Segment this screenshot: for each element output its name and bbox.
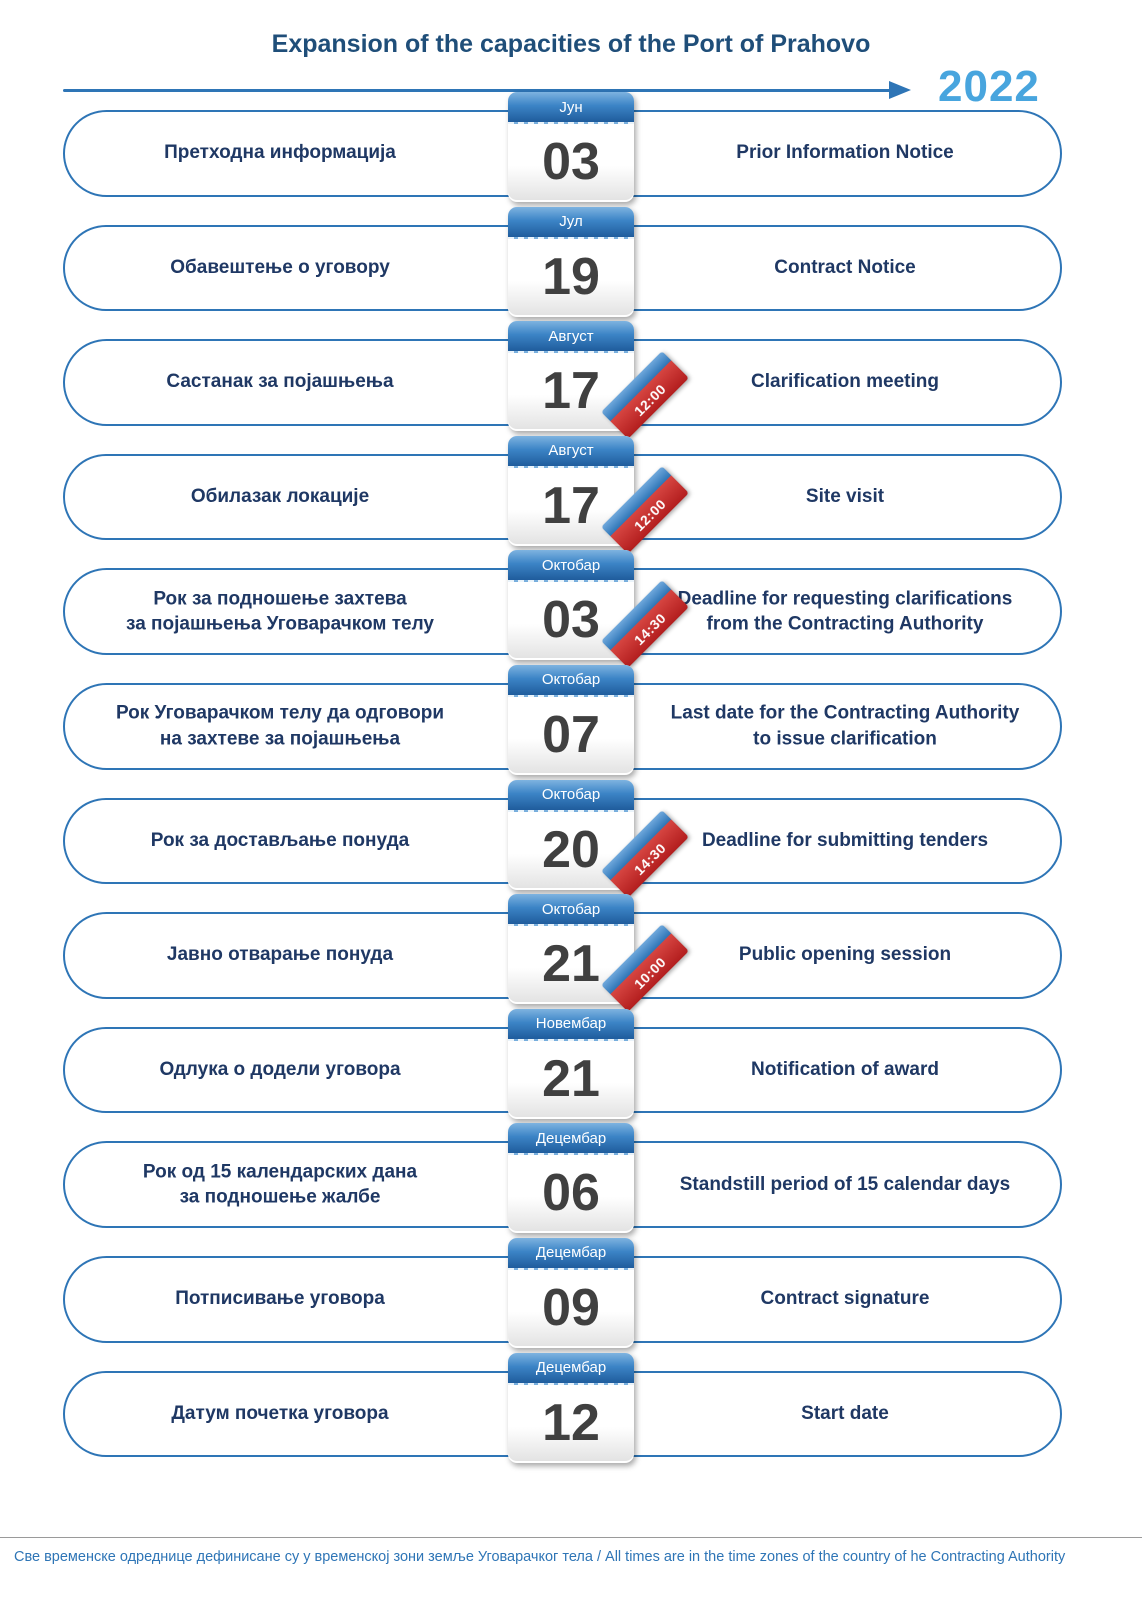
timeline-event-row: Датум почетка уговора Start date Децемба… [0, 1352, 1142, 1472]
calendar-icon: Октобар 07 [508, 664, 634, 775]
timeline-event-row: Јавно отварање понуда Public opening ses… [0, 894, 1142, 1013]
calendar-month-label: Октобар [508, 550, 634, 583]
event-label-english: Last date for the Contracting Authority … [670, 702, 1020, 750]
calendar-month-label: Октобар [508, 894, 634, 927]
calendar-day-number: 06 [508, 1155, 634, 1232]
calendar-day-number: 20 [508, 811, 634, 888]
calendar-month-label: Децембар [508, 1123, 634, 1156]
calendar-icon: Октобар 20 14:30 [508, 779, 689, 898]
calendar-icon: Децембар 09 [508, 1237, 634, 1348]
calendar-icon: Децембар 06 [508, 1123, 634, 1234]
event-label-english: Deadline for requesting clarifications f… [677, 588, 1013, 635]
timeline-event-row: Претходна информација Prior Information … [0, 92, 1142, 211]
calendar-month-label: Децембар [508, 1352, 634, 1385]
event-label-serbian: Рок Уговарачком телу да одговори на захт… [115, 702, 445, 750]
event-label-english: Standstill period of 15 calendar days [679, 1173, 1011, 1195]
event-label-english: Public opening session [738, 944, 952, 966]
calendar-month-label: Новембар [508, 1008, 634, 1041]
calendar-month-label: Октобар [508, 664, 634, 697]
calendar-icon: Јул 19 [508, 206, 634, 317]
calendar-day-number: 19 [508, 238, 634, 315]
event-label-serbian: Обавештење о уговору [170, 257, 390, 279]
event-label-english: Clarification meeting [751, 371, 939, 393]
timeline-event-row: Рок за достављање понуда Deadline for su… [0, 779, 1142, 899]
event-label-english: Start date [801, 1403, 889, 1425]
calendar-icon: Октобар 21 10:00 [508, 894, 689, 1012]
event-label-english: Deadline for submitting tenders [701, 830, 989, 852]
footer-note: Све временске одреднице дефинисане су у … [0, 1537, 1142, 1565]
event-label-english: Contract Notice [774, 257, 916, 279]
calendar-icon: Децембар 12 [508, 1352, 634, 1463]
calendar-month-label: Јул [508, 206, 634, 239]
timeline-event-row: Потписивање уговора Contract signature Д… [0, 1237, 1142, 1357]
event-label-serbian: Рок за достављање понуда [150, 830, 410, 852]
event-label-serbian: Претходна информација [164, 142, 396, 164]
calendar-day-number: 12 [508, 1384, 634, 1461]
event-label-serbian: Обилазак локације [190, 486, 370, 508]
event-label-serbian: Потписивање уговора [175, 1288, 385, 1310]
timeline-arrow-head-icon [889, 81, 911, 99]
calendar-day-number: 07 [508, 696, 634, 773]
year-label: 2022 [938, 62, 1040, 111]
calendar-icon: Август 17 12:00 [508, 435, 689, 554]
calendar-icon: Новембар 21 [508, 1008, 634, 1119]
calendar-month-label: Децембар [508, 1237, 634, 1270]
calendar-icon: Октобар 03 14:30 [508, 550, 689, 669]
calendar-day-number: 03 [508, 124, 634, 200]
calendar-month-label: Август [508, 435, 634, 468]
event-label-english: Contract signature [760, 1288, 930, 1310]
calendar-month-label: Август [508, 321, 634, 354]
event-label-serbian: Одлука о додели уговора [159, 1059, 401, 1081]
calendar-day-number: 09 [508, 1269, 634, 1346]
page-title: Expansion of the capacities of the Port … [271, 30, 871, 58]
timeline-event-row: Рок за подношење захтева за појашњења Уг… [0, 550, 1142, 669]
timeline-event-row: Одлука о додели уговора Notification of … [0, 1008, 1142, 1128]
event-label-serbian: Рок за подношење захтева за појашњења Уг… [126, 588, 434, 635]
event-label-english: Prior Information Notice [736, 142, 954, 164]
timeline-event-row: Обавештење о уговору Contract Notice Јул… [0, 206, 1142, 326]
timeline-event-row: Обилазак локације Site visit Август 17 1… [0, 435, 1142, 555]
calendar-icon: Јун 03 [508, 92, 634, 202]
calendar-day-number: 21 [508, 1040, 634, 1117]
timeline-arrow-line [63, 89, 891, 92]
event-label-serbian: Састанак за појашњења [166, 371, 394, 393]
event-label-serbian: Датум почетка уговора [171, 1403, 389, 1425]
event-label-serbian: Рок од 15 календарских дана за подношење… [142, 1161, 418, 1208]
timeline-event-row: Рок Уговарачком телу да одговори на захт… [0, 664, 1142, 784]
calendar-icon: Август 17 12:00 [508, 321, 689, 440]
calendar-month-label: Октобар [508, 779, 634, 812]
calendar-month-label: Јун [508, 92, 634, 124]
timeline-event-row: Рок од 15 календарских дана за подношење… [0, 1123, 1142, 1242]
event-label-english: Notification of award [751, 1059, 939, 1081]
timeline: Претходна информација Prior Information … [0, 92, 1142, 1472]
event-label-serbian: Јавно отварање понуда [166, 944, 394, 966]
event-label-english: Site visit [805, 486, 885, 508]
timeline-event-row: Састанак за појашњења Clarification meet… [0, 321, 1142, 440]
